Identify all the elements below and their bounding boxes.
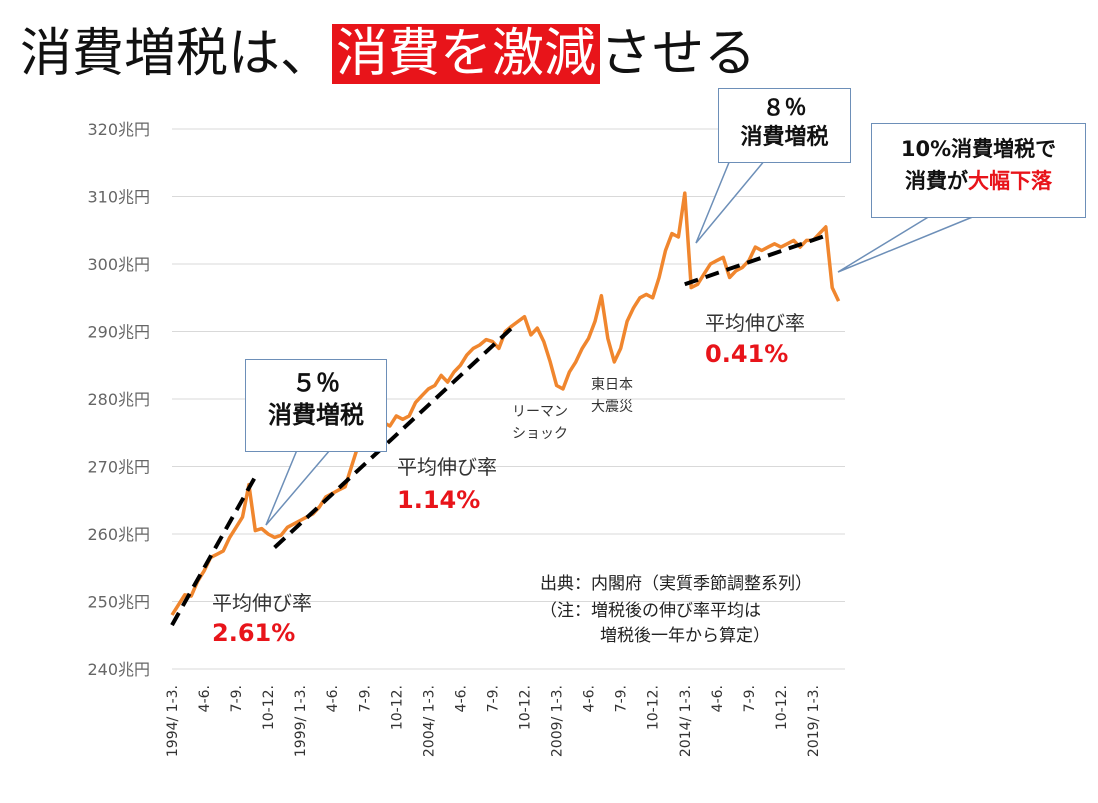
callout-10-line1: 10%消費増税で	[900, 137, 1057, 161]
x-tick-label: 1999/ 1-3.	[293, 685, 309, 757]
y-tick-label: 310兆円	[87, 188, 150, 207]
x-tick-label: 7-9.	[742, 685, 758, 712]
callout-8-pointer	[695, 159, 767, 244]
source-line3: 増税後一年から算定）	[600, 626, 770, 646]
x-tick-label: 2009/ 1-3.	[550, 685, 566, 757]
growth-label-3: 平均伸び率	[705, 311, 805, 335]
y-axis-labels: 320兆円 310兆円 300兆円 290兆円 280兆円 270兆円 260兆円 250兆円…	[87, 120, 150, 679]
x-tick-label: 4-6.	[710, 685, 726, 712]
x-tick-label: 2004/ 1-3.	[421, 685, 437, 757]
callout-8-percent-tax: ８％ 消費増税	[718, 88, 851, 163]
lehman-label-line1: リーマン	[512, 404, 568, 420]
callout-5-line2: 消費増税	[268, 401, 364, 429]
x-tick-label: 10-12.	[774, 685, 790, 730]
x-tick-label: 4-6.	[197, 685, 213, 712]
growth-rate-3: 0.41%	[705, 340, 788, 368]
y-tick-label: 320兆円	[87, 120, 150, 139]
trend-line-2	[273, 326, 514, 549]
page-title: 消費増税は、消費を激減させる	[20, 14, 756, 94]
y-tick-label: 250兆円	[87, 593, 150, 612]
x-tick-label: 10-12.	[389, 685, 405, 730]
x-tick-label: 7-9.	[485, 685, 501, 712]
trend-line-3	[684, 233, 827, 287]
x-tick-label: 7-9.	[357, 685, 373, 712]
callout-5-percent-tax: ５％ 消費増税	[245, 359, 387, 452]
x-tick-label: 10-12.	[261, 685, 277, 730]
x-tick-label: 4-6.	[325, 685, 341, 712]
y-tick-label: 260兆円	[87, 525, 150, 544]
growth-label-1: 平均伸び率	[212, 591, 312, 615]
x-tick-label: 4-6.	[582, 685, 598, 712]
callout-10-line2: 消費が	[905, 169, 968, 193]
x-tick-label: 2019/ 1-3.	[806, 685, 822, 757]
title-suffix: させる	[600, 24, 757, 84]
x-axis-labels: 1994/ 1-3. 4-6. 7-9. 10-12. 1999/ 1-3. 4-6. 7-…	[165, 685, 822, 757]
y-tick-label: 270兆円	[87, 458, 150, 477]
title-highlight: 消費を激減	[332, 24, 601, 84]
callout-5-pointer	[265, 449, 332, 526]
y-tick-label: 290兆円	[87, 323, 150, 342]
y-tick-label: 280兆円	[87, 390, 150, 409]
x-tick-label: 7-9.	[614, 685, 630, 712]
x-tick-label: 10-12.	[646, 685, 662, 730]
callout-10-drop: 大幅下落	[968, 169, 1052, 193]
earthquake-label-line1: 東日本	[591, 377, 633, 393]
callout-10-percent-tax: 10%消費増税で 消費が大幅下落	[871, 123, 1086, 218]
callout-8-line1: ８％	[762, 96, 807, 121]
lehman-label-line2: ショック	[512, 426, 568, 442]
source-line2: （注：増税後の伸び率平均は	[540, 601, 761, 621]
callout-10-pointer	[837, 215, 976, 273]
x-tick-label: 2014/ 1-3.	[678, 685, 694, 757]
growth-label-2: 平均伸び率	[397, 455, 497, 479]
earthquake-label-line2: 大震災	[591, 399, 633, 415]
x-tick-label: 7-9.	[229, 685, 245, 712]
y-tick-label: 240兆円	[87, 660, 150, 679]
growth-rate-1: 2.61%	[212, 619, 295, 647]
trend-lines	[170, 233, 827, 627]
x-tick-label: 4-6.	[453, 685, 469, 712]
callout-5-line1: ５％	[292, 369, 340, 397]
x-tick-label: 10-12.	[518, 685, 534, 730]
y-tick-label: 300兆円	[87, 255, 150, 274]
source-line1: 出典：内閣府（実質季節調整系列）	[540, 574, 812, 594]
title-prefix: 消費増税は、	[20, 24, 333, 84]
growth-rate-2: 1.14%	[397, 486, 480, 514]
x-tick-label: 1994/ 1-3.	[165, 685, 181, 757]
callout-8-line2: 消費増税	[740, 125, 829, 150]
trend-line-1	[170, 475, 258, 627]
